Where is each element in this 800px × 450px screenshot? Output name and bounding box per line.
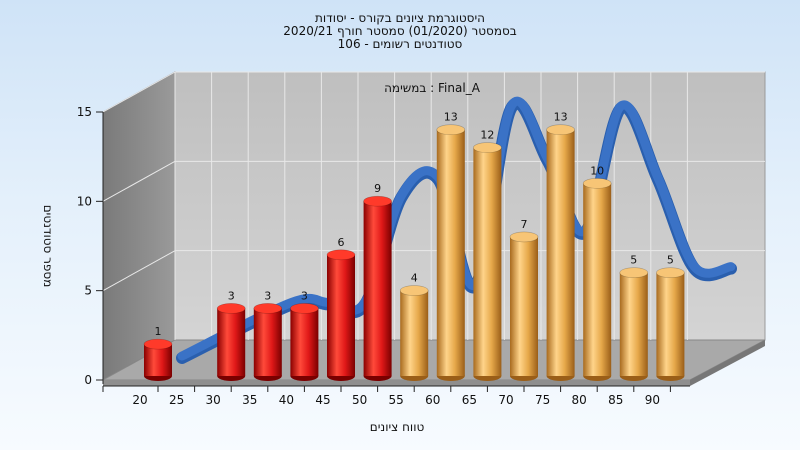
- left-side-wall: [102, 71, 176, 381]
- chart-title-line-1: היסטוגרמת ציונים בקורס - יסודות: [315, 11, 485, 25]
- bar-value-label: 5: [667, 254, 674, 267]
- bar: [509, 231, 539, 381]
- chart-annotation: במשימה : Final_A: [384, 81, 481, 95]
- bar-top: [582, 178, 612, 189]
- bar: [582, 178, 612, 381]
- bar-value-label: 4: [411, 272, 418, 285]
- bar: [143, 338, 173, 381]
- x-tick-label: 30: [206, 393, 221, 407]
- bar-value-label: 3: [228, 289, 235, 302]
- bar-value-label: 1: [155, 325, 162, 338]
- bar-value-label: 3: [301, 289, 308, 302]
- chart-title-line-3: סטודנטים רשומים - 106: [338, 37, 463, 51]
- bar-body: [363, 201, 392, 376]
- x-tick-label: 45: [315, 393, 330, 407]
- bar-value-label: 7: [521, 218, 528, 231]
- bar-body: [510, 236, 538, 376]
- bar-value-label: 5: [630, 254, 637, 267]
- x-tick-label: 20: [132, 393, 147, 407]
- bar-value-label: 6: [338, 236, 345, 249]
- bar-body: [583, 183, 612, 376]
- bar: [253, 303, 283, 381]
- bar-body: [619, 272, 648, 376]
- bar-top: [363, 195, 392, 207]
- x-tick-label: 50: [352, 393, 367, 407]
- bar-value-label: 13: [554, 111, 568, 124]
- bar-top: [143, 338, 173, 350]
- bar-top: [436, 124, 466, 136]
- chart-title-line-2: בסמסטר (01/2020) סמסטר חורף 2020/21: [283, 24, 516, 38]
- y-tick-label: 15: [77, 105, 92, 119]
- y-tick-label: 10: [77, 194, 92, 208]
- bar: [363, 195, 392, 381]
- bar-body: [656, 272, 685, 376]
- bar-value-label: 10: [590, 164, 604, 177]
- bar: [656, 267, 685, 381]
- bar: [546, 124, 575, 381]
- bar-top: [473, 142, 502, 153]
- x-tick-label: 55: [389, 393, 404, 407]
- bar-top: [546, 124, 575, 136]
- bar-body: [327, 254, 355, 376]
- x-tick-label: 80: [572, 393, 587, 407]
- bar: [216, 303, 246, 381]
- x-tick-label: 60: [425, 393, 440, 407]
- bar-body: [290, 308, 319, 376]
- y-axis-label: מספר סטודנטים: [41, 205, 55, 288]
- bar-body: [400, 290, 429, 376]
- x-tick-label: 90: [645, 393, 660, 407]
- bar-value-label: 9: [374, 182, 381, 195]
- x-tick-label: 65: [462, 393, 477, 407]
- floor-front-edge: [103, 380, 690, 386]
- x-tick-label: 35: [242, 393, 257, 407]
- bar-top: [656, 267, 685, 278]
- bar: [290, 303, 319, 381]
- bar-top: [216, 303, 246, 314]
- bar: [326, 249, 356, 381]
- bar-body: [473, 147, 502, 376]
- bar-body: [546, 129, 575, 376]
- bar: [473, 142, 502, 381]
- y-tick-label: 5: [84, 284, 92, 298]
- bar: [399, 285, 429, 381]
- x-tick-label: 85: [608, 393, 623, 407]
- bar-body: [436, 129, 465, 376]
- x-tick-label: 75: [535, 393, 550, 407]
- bar-top: [290, 303, 319, 314]
- y-tick-label: 0: [84, 373, 92, 387]
- bar-body: [253, 308, 282, 376]
- bar-top: [399, 285, 429, 296]
- bar-body: [144, 344, 172, 376]
- x-axis: 20 25 30 35 40 45 50 55 60 65 70 75 80 85 90: [102, 385, 690, 407]
- bar-body: [217, 308, 246, 376]
- chart-titles: היסטוגרמת ציונים בקורס - יסודות בסמסטר (…: [283, 11, 516, 51]
- bars: [143, 124, 685, 381]
- y-axis: 0 5 10 15: [77, 105, 104, 387]
- gridline-side: [102, 71, 176, 113]
- x-tick-label: 25: [169, 393, 184, 407]
- x-tick-label: 70: [498, 393, 513, 407]
- bar-top: [326, 249, 356, 261]
- floor-right-edge: [690, 340, 765, 386]
- bar-value-label: 3: [264, 289, 271, 302]
- bar: [436, 124, 466, 381]
- bar-top: [509, 231, 539, 243]
- bar: [619, 267, 649, 381]
- gridline-side: [102, 250, 176, 292]
- x-axis-label: טווח ציונים: [370, 420, 425, 434]
- bar-value-label: 13: [444, 111, 458, 124]
- bar-top: [619, 267, 649, 278]
- bar-value-label: 12: [480, 129, 494, 142]
- gridline-side: [102, 160, 176, 202]
- x-tick-label: 40: [279, 393, 294, 407]
- bar-top: [253, 303, 283, 314]
